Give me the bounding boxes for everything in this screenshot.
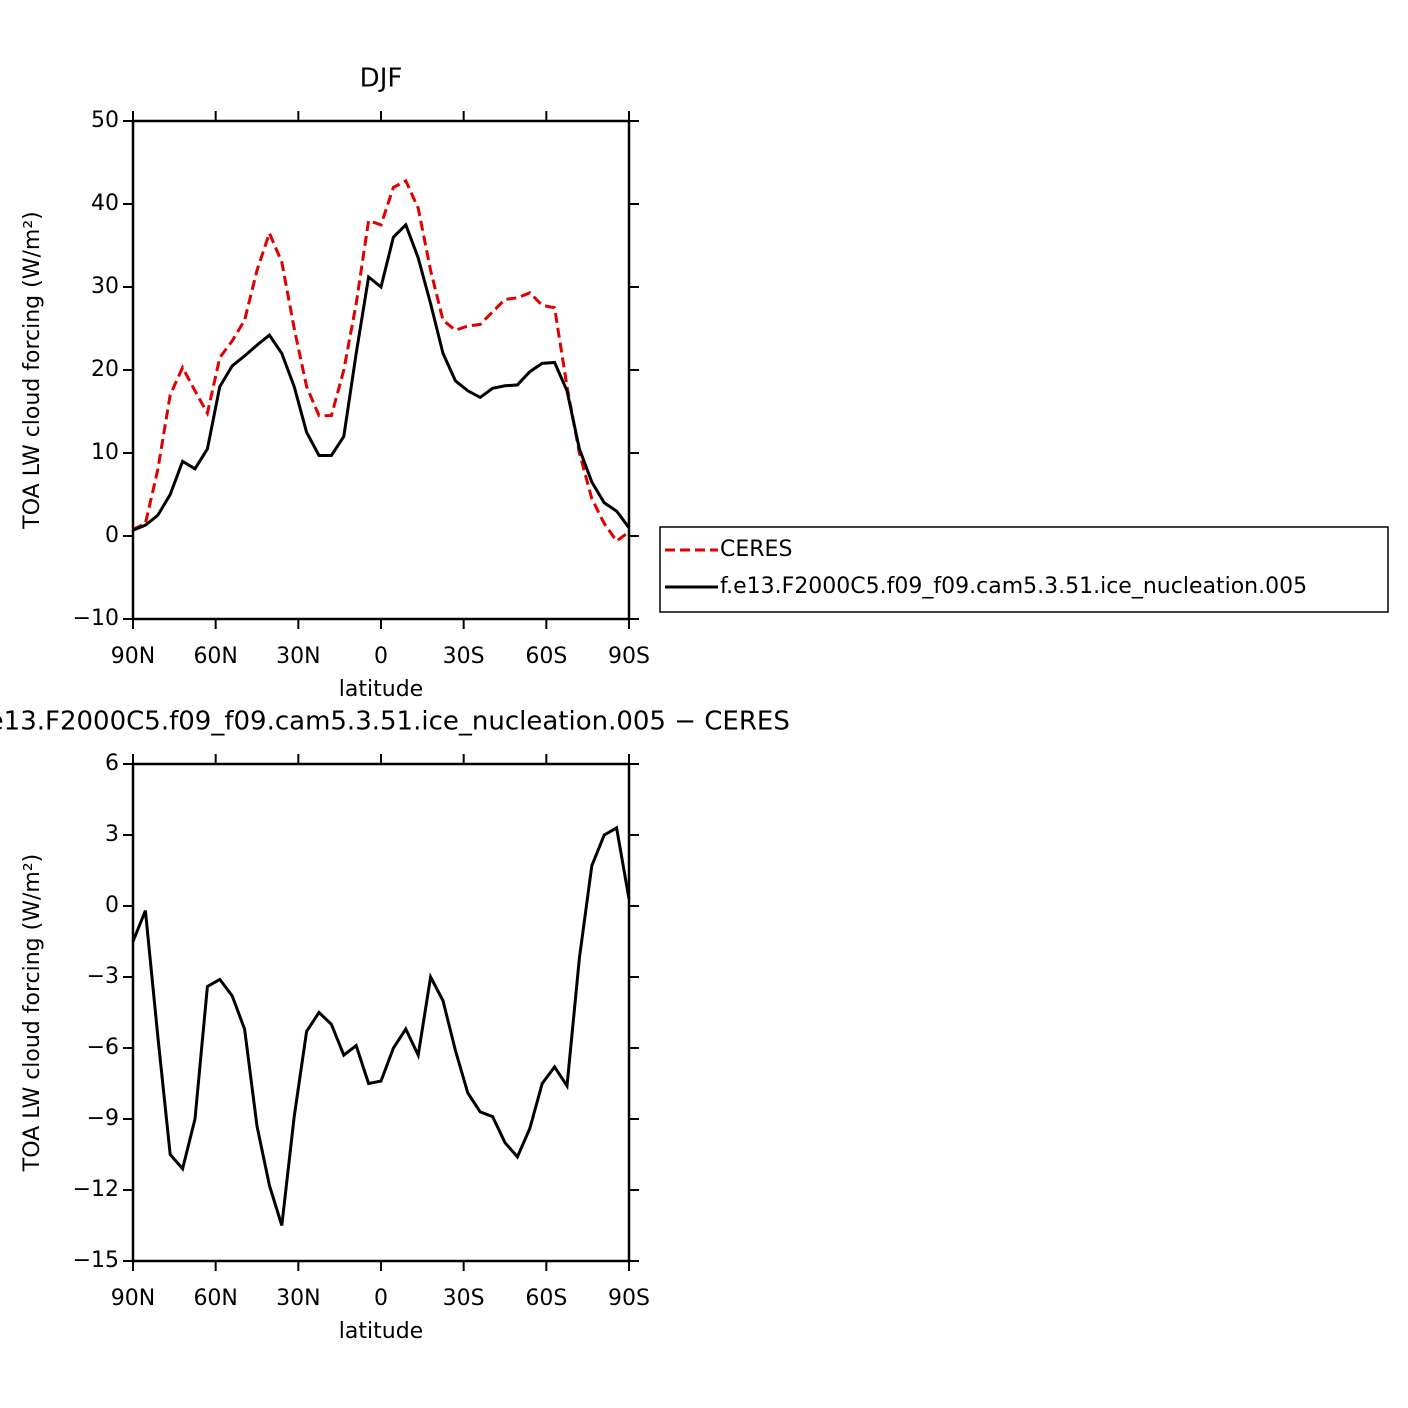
- x-tick-label: 90N: [111, 1286, 155, 1311]
- y-axis-label: TOA LW cloud forcing (W/m²): [20, 854, 45, 1172]
- y-tick-label: 10: [91, 440, 119, 465]
- x-tick-label: 60S: [525, 644, 567, 669]
- y-tick-label: −12: [73, 1177, 119, 1202]
- y-tick-label: 50: [91, 108, 119, 133]
- legend-box: [659, 526, 1389, 613]
- y-tick-label: −15: [73, 1248, 119, 1273]
- x-tick-label: 0: [374, 1286, 388, 1311]
- x-tick-label: 90S: [608, 644, 650, 669]
- x-tick-label: 60S: [525, 1286, 567, 1311]
- data-line: [131, 825, 631, 1226]
- x-axis-label: latitude: [339, 1319, 423, 1344]
- x-tick-label: 90S: [608, 1286, 650, 1311]
- x-tick-label: 0: [374, 644, 388, 669]
- plot-frame: [131, 119, 631, 621]
- y-tick-label: −9: [87, 1106, 119, 1131]
- y-axis-label: TOA LW cloud forcing (W/m²): [20, 211, 45, 529]
- y-tick-label: 0: [105, 893, 119, 918]
- x-axis-label: latitude: [339, 677, 423, 702]
- data-line: [132, 178, 630, 544]
- legend-label: CERES: [720, 537, 792, 562]
- y-tick-label: −10: [73, 606, 119, 631]
- chart-title: f.e13.F2000C5.f09_f09.cam5.3.51.ice_nucl…: [0, 707, 790, 737]
- legend-label: f.e13.F2000C5.f09_f09.cam5.3.51.ice_nucl…: [720, 574, 1307, 599]
- y-tick-label: −3: [87, 964, 119, 989]
- data-line: [132, 222, 631, 532]
- y-tick-label: 6: [105, 751, 119, 776]
- chart-title: DJF: [360, 64, 403, 94]
- x-tick-label: 90N: [111, 644, 155, 669]
- y-tick-label: −6: [87, 1035, 119, 1060]
- y-tick-label: 0: [105, 523, 119, 548]
- y-tick-label: 3: [105, 822, 119, 847]
- y-tick-label: 20: [91, 357, 119, 382]
- plot-frame: [131, 762, 631, 1263]
- y-tick-label: 30: [91, 274, 119, 299]
- x-tick-label: 30S: [443, 1286, 485, 1311]
- x-tick-label: 30N: [276, 1286, 320, 1311]
- x-tick-label: 60N: [193, 644, 237, 669]
- x-tick-label: 30N: [276, 644, 320, 669]
- x-tick-label: 30S: [443, 644, 485, 669]
- x-tick-label: 60N: [193, 1286, 237, 1311]
- y-tick-label: 40: [91, 191, 119, 216]
